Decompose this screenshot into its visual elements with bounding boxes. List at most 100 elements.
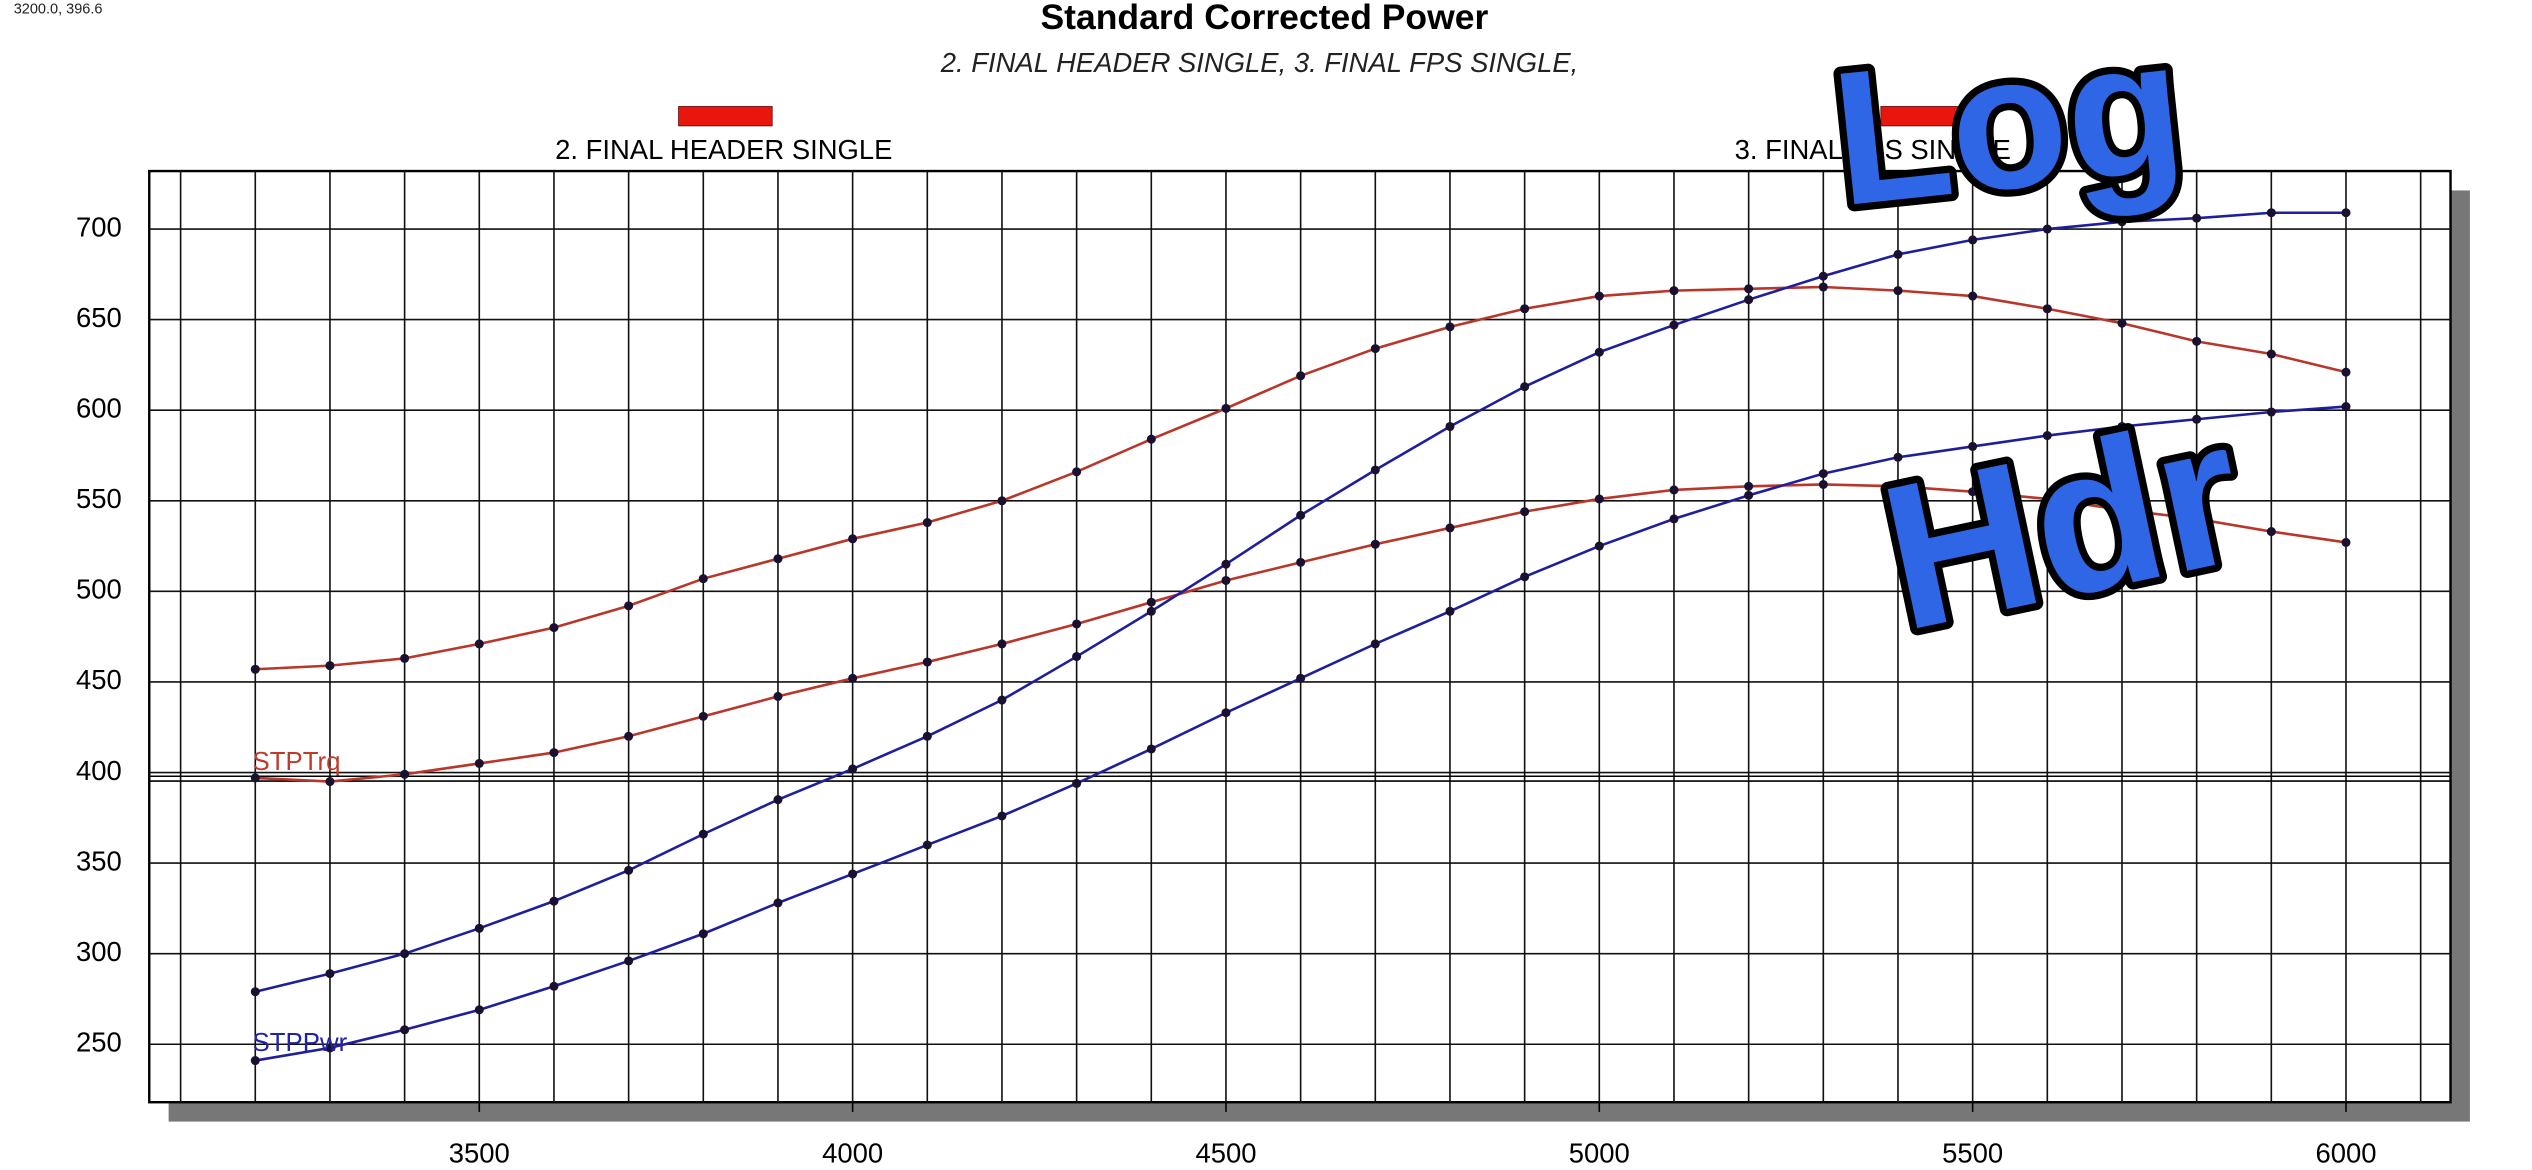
y-tick-label: 550 xyxy=(76,483,122,514)
data-point xyxy=(325,777,335,787)
data-point xyxy=(997,639,1007,649)
data-point xyxy=(1370,344,1380,354)
data-point xyxy=(848,534,858,544)
x-tick-label: 6000 xyxy=(2315,1138,2376,1169)
data-point xyxy=(1893,286,1903,296)
data-point xyxy=(698,574,708,584)
data-point xyxy=(400,949,410,959)
data-point xyxy=(1893,452,1903,462)
data-point xyxy=(1445,606,1455,616)
data-point xyxy=(2117,505,2127,515)
y-tick-label: 650 xyxy=(76,302,122,333)
data-point xyxy=(250,773,260,783)
data-point xyxy=(474,758,484,768)
data-point xyxy=(1818,469,1828,479)
data-point xyxy=(1221,559,1231,569)
data-point xyxy=(1818,479,1828,489)
data-point xyxy=(2266,349,2276,359)
data-point xyxy=(698,929,708,939)
data-point xyxy=(1520,507,1530,517)
y-tick-label: 350 xyxy=(76,845,122,876)
data-point xyxy=(1445,322,1455,332)
data-point xyxy=(1520,572,1530,582)
data-point xyxy=(1445,421,1455,432)
data-point xyxy=(997,811,1007,821)
data-point xyxy=(2341,367,2351,377)
data-point xyxy=(1818,271,1828,281)
data-point xyxy=(2266,208,2276,218)
data-point xyxy=(1669,286,1679,296)
data-point xyxy=(698,829,708,839)
data-point xyxy=(2192,336,2202,346)
data-point xyxy=(1296,510,1306,520)
data-point xyxy=(1744,284,1754,294)
x-tick-label: 5500 xyxy=(1942,1138,2003,1169)
data-point xyxy=(624,601,634,611)
data-point xyxy=(997,496,1007,506)
data-point xyxy=(773,795,783,805)
data-point xyxy=(2042,304,2052,314)
data-point xyxy=(773,898,783,908)
data-point xyxy=(400,1025,410,1035)
data-point xyxy=(1744,490,1754,500)
data-point xyxy=(250,664,260,674)
data-point xyxy=(1445,523,1455,533)
data-point xyxy=(474,923,484,933)
data-point xyxy=(773,554,783,564)
y-tick-label: 500 xyxy=(76,574,122,605)
data-point xyxy=(1818,282,1828,292)
data-point xyxy=(325,661,335,671)
data-point xyxy=(549,748,559,758)
plot xyxy=(149,171,2451,1112)
data-point xyxy=(1893,481,1903,491)
data-point xyxy=(1520,382,1530,392)
data-point xyxy=(2117,217,2127,227)
data-point xyxy=(1594,291,1604,301)
overlay-text: Log xyxy=(1824,0,2193,246)
data-point xyxy=(1221,575,1231,586)
data-point xyxy=(474,1005,484,1015)
y-tick-label: 250 xyxy=(76,1026,122,1057)
chart-subtitle: 2. FINAL HEADER SINGLE, 3. FINAL FPS SIN… xyxy=(940,47,1579,78)
data-point xyxy=(325,969,335,979)
data-point xyxy=(1072,467,1082,477)
legend-label: 3. FINAL FPS SINGLE xyxy=(1735,134,2011,165)
legend-swatch xyxy=(1880,106,1975,127)
data-point xyxy=(922,840,932,850)
data-point xyxy=(698,711,708,721)
data-point xyxy=(922,517,932,528)
data-point xyxy=(549,623,559,633)
legend: 2. FINAL HEADER SINGLE 3. FINAL FPS SINGL… xyxy=(555,106,2011,165)
data-point xyxy=(624,956,634,966)
x-tick-label: 4000 xyxy=(822,1138,883,1169)
data-point xyxy=(2042,494,2052,504)
data-point xyxy=(325,1043,335,1053)
data-point xyxy=(848,673,858,683)
data-point xyxy=(1744,481,1754,491)
data-point xyxy=(1370,639,1380,649)
x-tick-label: 5000 xyxy=(1569,1138,1630,1169)
data-point xyxy=(2117,318,2127,328)
data-point xyxy=(1594,494,1604,504)
data-point xyxy=(1968,441,1978,451)
data-point xyxy=(1520,304,1530,314)
data-point xyxy=(1968,235,1978,245)
x-tick-label: 4500 xyxy=(1195,1138,1256,1169)
data-point xyxy=(2192,414,2202,424)
data-point xyxy=(1744,295,1754,305)
data-point xyxy=(922,731,932,741)
legend-label: 2. FINAL HEADER SINGLE xyxy=(555,134,892,165)
data-point xyxy=(2042,431,2052,441)
data-point xyxy=(2341,537,2351,547)
data-point xyxy=(1370,465,1380,475)
y-tick-label: 450 xyxy=(76,664,122,695)
data-point xyxy=(2192,514,2202,524)
data-point xyxy=(1146,606,1156,616)
data-point xyxy=(549,896,559,906)
data-point xyxy=(1072,652,1082,662)
x-tick-label: 3500 xyxy=(449,1138,510,1169)
data-point xyxy=(1221,403,1231,413)
data-point xyxy=(773,691,783,701)
